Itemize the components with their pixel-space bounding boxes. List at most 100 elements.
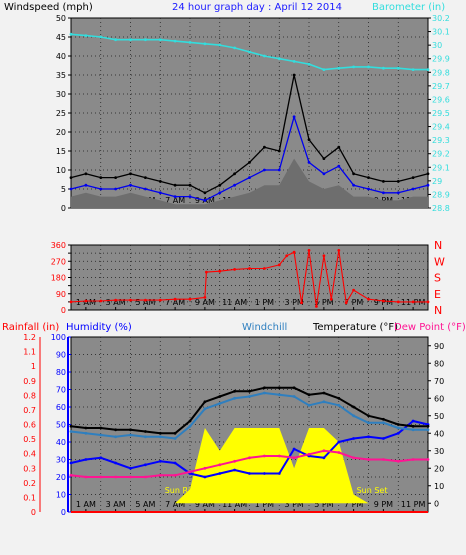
wind-gust-point [203, 191, 207, 195]
temperature-point [411, 424, 415, 428]
barometer-tick-label: 28.8 [432, 204, 450, 213]
chart-title: 24 hour graph day : April 12 2014 [172, 2, 342, 13]
compass-label: E [434, 288, 441, 301]
barometer-point [203, 42, 207, 46]
direction-tick-label: 270 [51, 257, 66, 266]
barometer-point [69, 32, 73, 36]
wind-gust-point [144, 176, 147, 180]
wind-gust-point [396, 180, 400, 183]
temperature-tick-label: 80 [434, 359, 444, 368]
temperature-point [367, 414, 370, 418]
windspeed-tick-label: 10 [56, 166, 66, 175]
barometer-point [292, 60, 296, 63]
direction-point [329, 297, 333, 301]
dewpoint-point [322, 449, 326, 453]
windspeed-tick-label: 50 [56, 14, 66, 23]
direction-x-tick-label: 9 PM [374, 298, 393, 307]
wind-gust-point [263, 145, 266, 149]
wind-gust-point [173, 183, 177, 187]
temperature-point [69, 424, 73, 428]
direction-point [344, 301, 348, 305]
windspeed-label: Windspeed (mph) [4, 2, 93, 13]
direction-point [322, 254, 326, 258]
barometer-point [218, 43, 222, 47]
direction-point [337, 249, 341, 252]
windchill-point [307, 403, 311, 407]
direction-point [300, 301, 303, 305]
windspeed-tick-label: 20 [56, 128, 66, 137]
temperature-point [322, 391, 326, 395]
temperature-tick-label: 0 [434, 499, 439, 508]
temperature-point [426, 424, 430, 428]
temperature-tick-label: 90 [434, 342, 444, 351]
barometer-point [158, 38, 162, 42]
windchill-point [99, 433, 103, 437]
direction-x-tick-label: 7 AM [165, 298, 185, 307]
barometer-tick-label: 29 [432, 177, 442, 186]
direction-point [285, 254, 289, 258]
direction-point [382, 299, 385, 303]
temp-x-tick-label: 3 PM [284, 500, 303, 509]
rainfall-tick-label: 1.1 [23, 348, 36, 357]
wind-average-point [292, 115, 296, 119]
windspeed-tick-label: 35 [56, 71, 66, 80]
temperature-point [248, 389, 251, 393]
humidity-point [173, 461, 177, 465]
wind-average-point [263, 168, 266, 172]
dewpoint-point [382, 458, 385, 461]
barometer-tick-label: 28.9 [432, 190, 450, 199]
temperature-point [396, 423, 400, 426]
wind-average-point [188, 195, 192, 199]
dewpoint-point [233, 459, 237, 463]
humidity-tick-label: 50 [56, 421, 66, 430]
rainfall-tick-label: 0.3 [23, 464, 36, 473]
dewpoint-point [337, 451, 341, 454]
windspeed-tick-label: 40 [56, 52, 66, 61]
temperature-tick-label: 60 [434, 394, 444, 403]
temp-x-tick-label: 5 PM [314, 500, 333, 509]
wind-average-point [322, 172, 326, 176]
temp-x-tick-label: 3 AM [106, 500, 126, 509]
temp-x-tick-label: 9 AM [195, 500, 215, 509]
barometer-tick-label: 29.7 [432, 82, 450, 91]
windchill-point [396, 426, 400, 430]
sunset-label: Sun Set [357, 486, 388, 495]
windchill-point [277, 393, 281, 397]
barometer-point [322, 68, 326, 71]
temperature-point [114, 428, 117, 432]
temperature-tick-label: 70 [434, 377, 444, 386]
barometer-tick-label: 29.5 [432, 109, 450, 118]
windchill-point [218, 402, 222, 405]
humidity-tick-label: 80 [56, 368, 66, 377]
rainfall-tick-label: 1.2 [23, 333, 36, 342]
rainfall-tick-label: 0.4 [23, 450, 36, 459]
direction-point [367, 297, 370, 301]
temperature-point [263, 386, 266, 390]
humidity-point [158, 459, 162, 463]
dewpoint-point [396, 459, 400, 463]
wind-average-point [411, 187, 415, 191]
wind-average-point [218, 191, 222, 195]
windchill-point [426, 428, 430, 432]
humidity-tick-label: 70 [56, 386, 66, 395]
temperature-humidity-panel: 0 0.1 0.2 0.3 0.4 0.5 0.6 0.7 0.8 0.9 1 1.1 1.2 0 10 20… [23, 333, 444, 517]
temperature-tick-label: 10 [434, 482, 444, 491]
wind-average-point [158, 191, 162, 195]
temperature-point [292, 386, 296, 390]
direction-x-tick-label: 3 AM [106, 298, 126, 307]
direction-point [277, 263, 281, 267]
barometer-point [188, 41, 192, 44]
direction-x-tick-label: 7 PM [344, 298, 363, 307]
temperature-point [382, 417, 385, 421]
direction-point [144, 298, 147, 302]
windchill-point [144, 435, 147, 439]
temp-x-tick-label: 11 PM [401, 500, 426, 509]
windchill-point [322, 400, 326, 404]
humidity-point [203, 475, 207, 479]
barometer-point [411, 68, 415, 71]
wind-gust-point [69, 176, 73, 180]
temperature-point [337, 396, 341, 400]
rainfall-label: Rainfall (in) [2, 322, 59, 333]
wind-average-point [426, 183, 430, 187]
direction-point [352, 288, 355, 292]
